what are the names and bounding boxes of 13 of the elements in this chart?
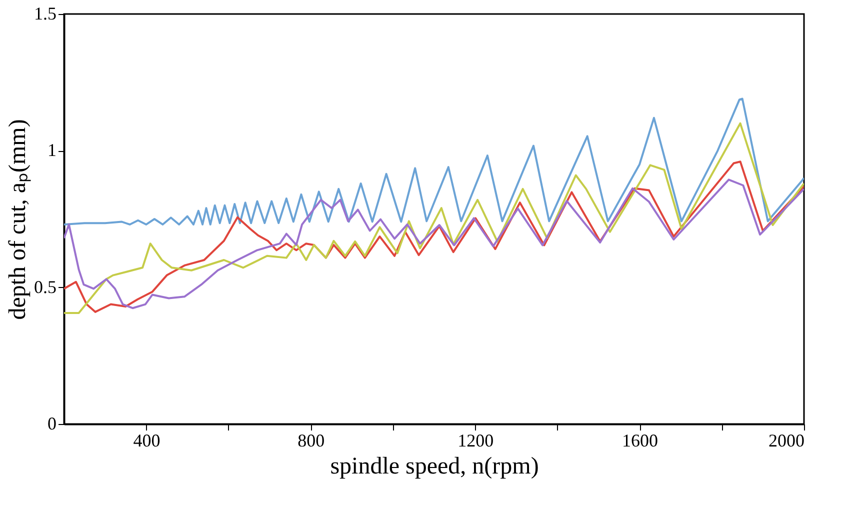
y-tick-label: 0 xyxy=(48,414,56,434)
x-tick-label: 2000 xyxy=(768,430,804,450)
y-axis-title: depth of cut, aₚ(mm) xyxy=(5,119,31,320)
x-tick-label: 800 xyxy=(298,430,325,450)
x-axis-title: spindle speed, n(rpm) xyxy=(330,454,539,480)
line-series xyxy=(64,122,804,314)
y-tick-label: 1.5 xyxy=(34,4,56,24)
x-tick-label: 1600 xyxy=(622,430,658,450)
x-tick-label: 1200 xyxy=(458,430,494,450)
line-series xyxy=(64,98,804,226)
x-tick-label: 400 xyxy=(133,430,160,450)
y-tick-label: 0.5 xyxy=(34,276,56,297)
y-tick-label: 1 xyxy=(48,140,56,160)
